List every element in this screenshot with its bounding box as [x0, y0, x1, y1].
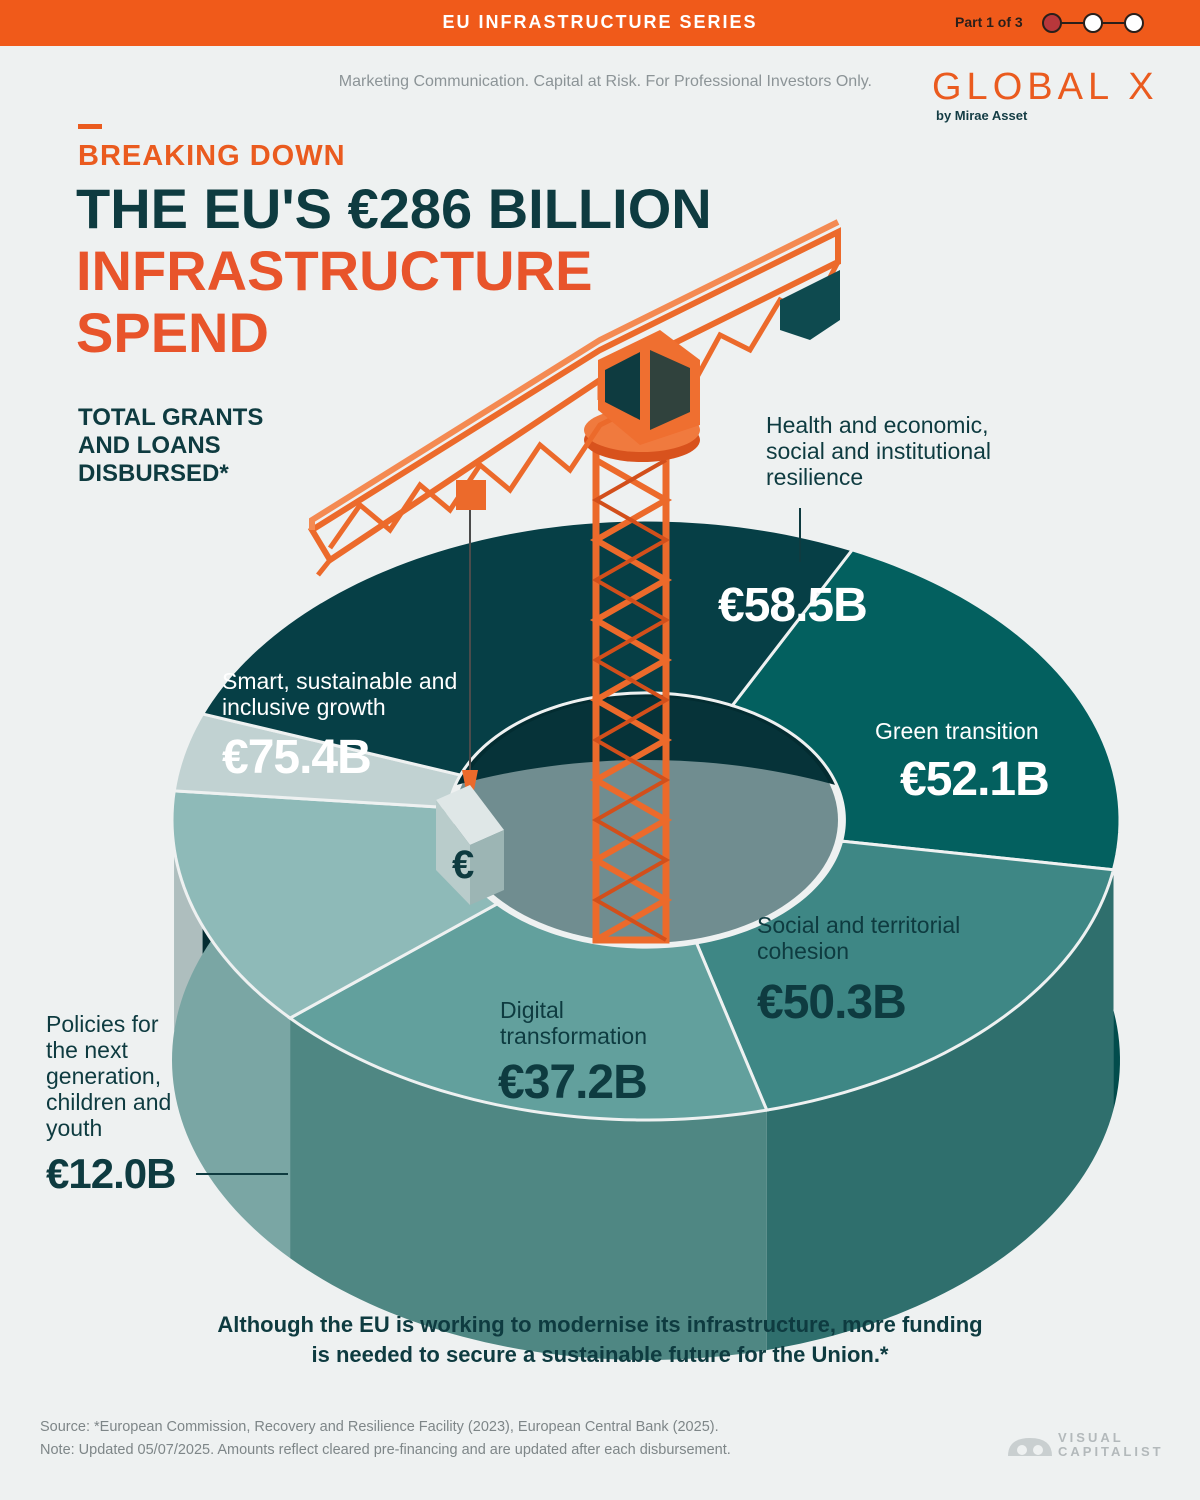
crane-cabin — [598, 330, 700, 445]
value-digital: €37.2B — [498, 1056, 648, 1109]
slice-side-digital — [172, 790, 291, 1259]
series-title: EU INFRASTRUCTURE SERIES — [442, 12, 758, 32]
conclusion: Although the EU is working to modernise … — [150, 1310, 1050, 1370]
label-youth: Policies for the next generation, childr… — [46, 1011, 172, 1141]
source-note: Source: *European Commission, Recovery a… — [40, 1419, 719, 1435]
part-progress-dots — [1042, 13, 1144, 33]
value-green: €52.1B — [900, 753, 1050, 806]
svg-text:€: € — [452, 843, 474, 887]
value-health: €58.5B — [718, 579, 868, 632]
title-line-1: THE EU'S €286 BILLION — [76, 177, 712, 240]
label-green: Green transition — [875, 718, 1039, 744]
eyebrow: BREAKING DOWN — [78, 140, 346, 172]
construction-crane-icon: € — [307, 219, 841, 944]
label-smart: Smart, sustainable and inclusive growth — [222, 668, 458, 720]
slice-side-green — [766, 869, 1114, 1351]
part-indicator: Part 1 of 3 — [955, 14, 1023, 30]
crane-mast — [589, 436, 673, 944]
update-note: Note: Updated 05/07/2025. Amounts reflec… — [40, 1442, 731, 1458]
label-health: Health and economic, social and institut… — [766, 412, 992, 490]
label-digital: Digital transformation — [500, 997, 648, 1049]
slice-smart — [200, 518, 855, 777]
euro-block-icon: € — [436, 785, 504, 905]
donut-hole — [454, 697, 838, 943]
crane-counterweight — [780, 270, 840, 340]
title-line-3: SPEND — [76, 301, 269, 364]
value-cohesion: €50.3B — [757, 976, 907, 1029]
progress-dot-active — [1042, 13, 1062, 33]
progress-dot — [1124, 13, 1144, 33]
label-cohesion: Social and territorial cohesion — [757, 912, 961, 964]
value-youth: €12.0B — [46, 1150, 176, 1197]
disclaimer: Marketing Communication. Capital at Risk… — [338, 73, 872, 90]
brand-logo: GLOBAL X — [932, 66, 1159, 108]
top-banner: EU INFRASTRUCTURE SERIES Part 1 of 3 — [0, 0, 1200, 46]
progress-dot — [1083, 13, 1103, 33]
visual-capitalist-logo — [1008, 1438, 1052, 1456]
accent-dash — [78, 124, 102, 129]
slice-side-cohesion — [290, 1018, 767, 1360]
page-title: THE EU'S €286 BILLION INFRASTRUCTURE SPE… — [76, 178, 712, 364]
value-smart: €75.4B — [222, 731, 372, 784]
total-label: TOTAL GRANTS AND LOANS DISBURSED* — [78, 404, 264, 487]
brand-sub: by Mirae Asset — [936, 108, 1028, 123]
conclusion-line-2: is needed to secure a sustainable future… — [311, 1342, 889, 1367]
title-line-2: INFRASTRUCTURE — [76, 239, 593, 302]
visual-capitalist-wordmark: VISUAL CAPITALIST — [1058, 1430, 1164, 1459]
pie-tops — [170, 518, 1122, 1122]
conclusion-line-1: Although the EU is working to modernise … — [217, 1312, 983, 1337]
